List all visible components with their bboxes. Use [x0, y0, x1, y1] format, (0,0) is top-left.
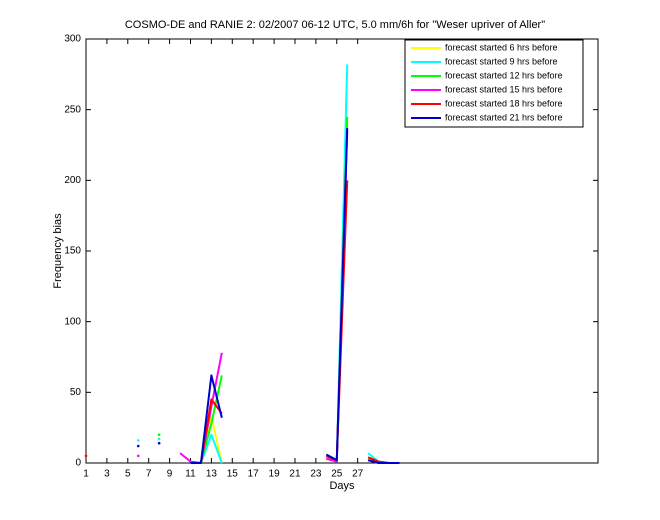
y-axis-label: Frequency bias: [52, 213, 64, 289]
x-tick-label: 17: [248, 469, 260, 480]
point: [157, 441, 161, 445]
point: [136, 439, 140, 442]
y-tick-label: 150: [64, 246, 81, 257]
x-tick-label: 23: [310, 469, 322, 480]
y-tick-label: 0: [75, 458, 81, 469]
y-tick-label: 250: [64, 104, 81, 115]
x-tick-label: 9: [167, 469, 173, 480]
x-tick-label: 1: [83, 469, 89, 480]
point: [157, 433, 161, 437]
x-tick-label: 5: [125, 469, 131, 480]
point: [136, 454, 140, 458]
x-tick-label: 21: [289, 469, 301, 480]
x-tick-label: 3: [104, 469, 110, 480]
x-tick-label: 19: [269, 469, 281, 480]
y-tick-label: 200: [64, 175, 81, 186]
legend-label: forecast started 18 hrs before: [445, 98, 563, 108]
x-tick-label: 13: [206, 469, 218, 480]
point: [157, 437, 161, 441]
legend-label: forecast started 15 hrs before: [445, 84, 563, 94]
legend-label: forecast started 12 hrs before: [445, 70, 563, 80]
y-tick-label: 300: [64, 34, 81, 45]
legend-label: forecast started 21 hrs before: [445, 112, 563, 122]
point: [136, 444, 140, 448]
legend-box: [404, 39, 584, 128]
legend-label: forecast started 6 hrs before: [445, 42, 558, 52]
y-tick-label: 50: [70, 387, 82, 398]
x-axis-label: Days: [329, 480, 355, 492]
chart-title: COSMO-DE and RANIE 2: 02/2007 06-12 UTC,…: [125, 19, 545, 31]
x-tick-label: 25: [331, 469, 343, 480]
point: [84, 454, 88, 458]
y-tick-label: 100: [64, 316, 81, 327]
legend-label: forecast started 9 hrs before: [445, 56, 558, 66]
x-tick-label: 7: [146, 469, 152, 480]
series-line: [190, 128, 400, 464]
x-tick-label: 27: [352, 469, 364, 480]
x-tick-label: 15: [227, 469, 239, 480]
x-tick-label: 11: [185, 469, 196, 480]
